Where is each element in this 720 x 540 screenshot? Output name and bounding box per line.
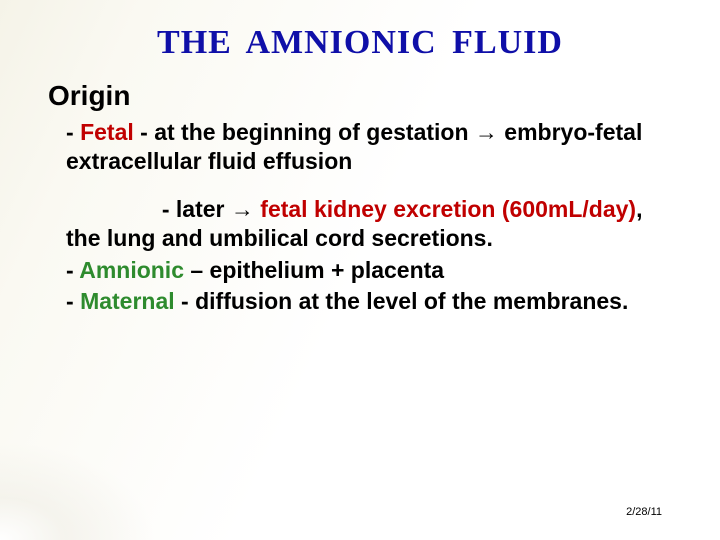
- dash: -: [66, 119, 80, 145]
- dash: -: [66, 288, 80, 314]
- later-line: - later → fetal kidney excretion (600mL/…: [66, 195, 664, 254]
- arrow-icon: →: [231, 196, 254, 222]
- amnionic-line: - Amnionic – epithelium + placenta: [66, 256, 664, 285]
- amnionic-word: Amnionic: [79, 257, 184, 283]
- indent-pad: [66, 196, 162, 222]
- later-a: - later: [162, 196, 231, 222]
- maternal-word: Maternal: [80, 288, 175, 314]
- maternal-rest: - diffusion at the level of the membrane…: [175, 288, 629, 314]
- origin-heading: Origin: [48, 80, 672, 112]
- corner-flare: [0, 380, 280, 540]
- amnionic-rest: – epithelium + placenta: [184, 257, 444, 283]
- maternal-line: - Maternal - diffusion at the level of t…: [66, 287, 664, 316]
- blank-line: [66, 179, 664, 193]
- slide: THE AMNIONIC FLUID Origin - Fetal - at t…: [0, 0, 720, 540]
- fetal-desc-a: - at the beginning of gestation: [140, 119, 475, 145]
- slide-date: 2/28/11: [626, 506, 662, 518]
- arrow-icon: →: [475, 119, 498, 145]
- origin-fetal-line: - Fetal - at the beginning of gestation …: [66, 118, 664, 177]
- body-text: - Fetal - at the beginning of gestation …: [48, 118, 672, 317]
- fetal-word: Fetal: [80, 119, 140, 145]
- slide-title: THE AMNIONIC FLUID: [48, 24, 672, 62]
- kidney-excretion: fetal kidney excretion (600mL/day): [254, 196, 636, 222]
- dash: -: [66, 257, 79, 283]
